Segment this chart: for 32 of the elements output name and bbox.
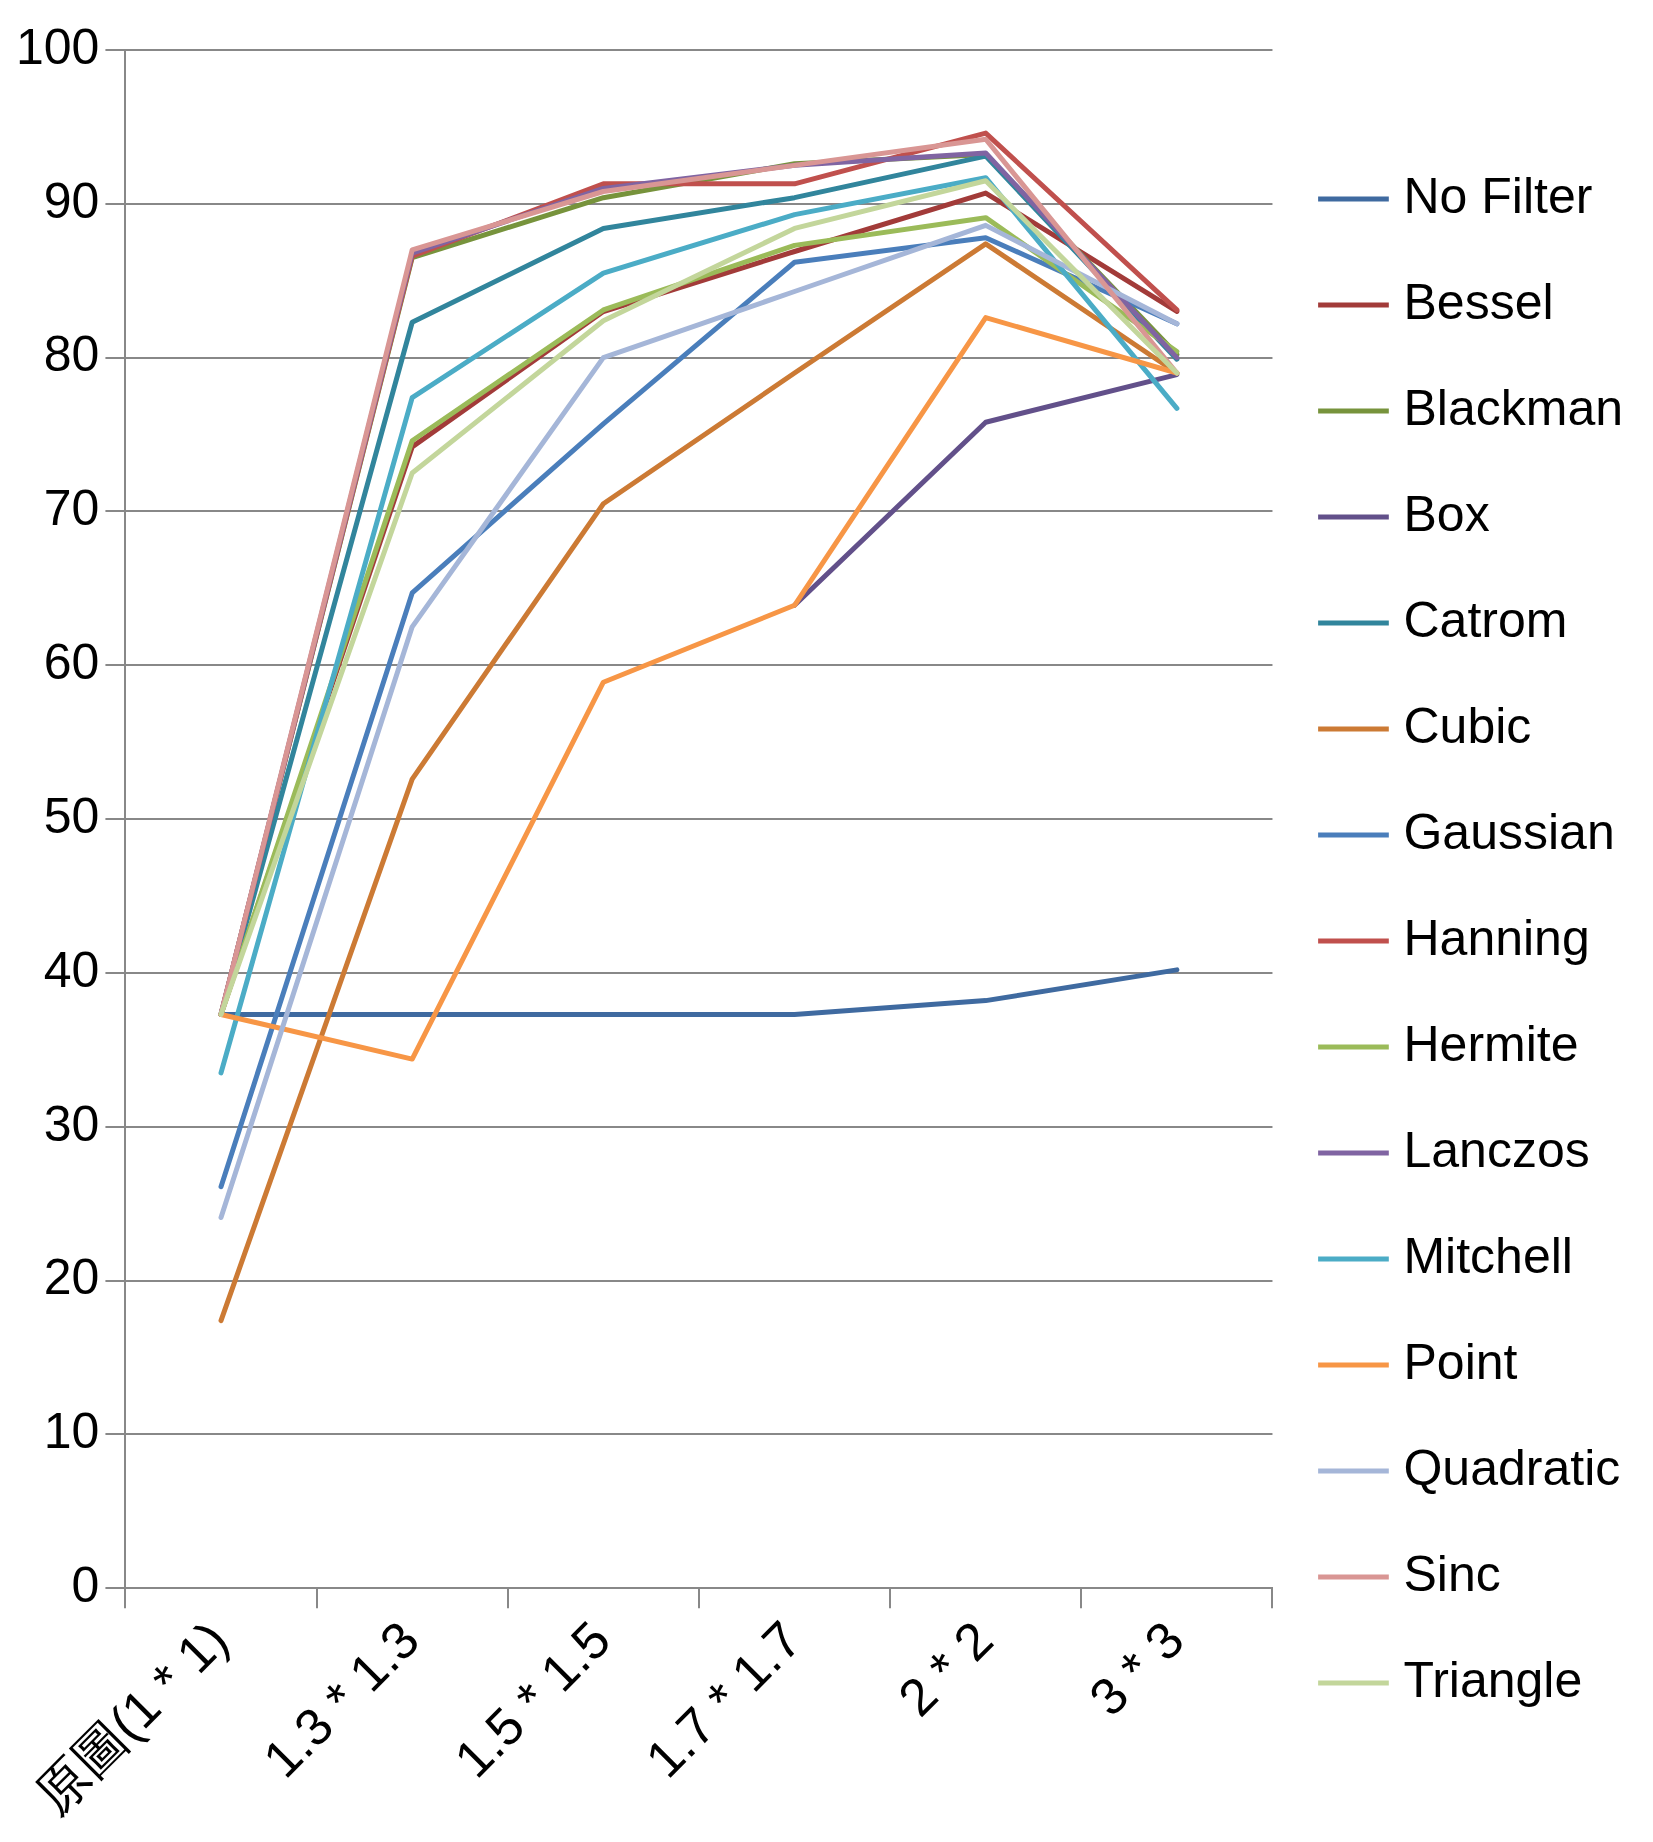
y-tick-label: 60 — [43, 634, 100, 691]
legend-label: No Filter — [1403, 167, 1593, 224]
x-tick-label: 原圖(1 * 1) — [24, 1610, 239, 1825]
x-tick-label: 1.7 * 1.7 — [634, 1610, 813, 1789]
legend-label: Box — [1403, 485, 1490, 542]
y-tick-label: 30 — [43, 1095, 100, 1152]
legend-label: Bessel — [1403, 273, 1554, 330]
legend-label: Mitchell — [1403, 1227, 1573, 1284]
y-tick-label: 0 — [71, 1556, 100, 1613]
legend-label: Lanczos — [1403, 1121, 1590, 1178]
legend-label: Quadratic — [1403, 1439, 1621, 1496]
legend-label: Point — [1403, 1333, 1518, 1390]
y-tick-label: 20 — [43, 1249, 100, 1306]
legend-label: Sinc — [1403, 1545, 1501, 1602]
legend-label: Hanning — [1403, 909, 1590, 966]
legend-label: Catrom — [1403, 591, 1568, 648]
y-tick-label: 90 — [43, 172, 100, 229]
x-tick-label: 1.5 * 1.5 — [443, 1610, 622, 1789]
y-tick-label: 100 — [15, 18, 100, 75]
x-tick-label: 1.3 * 1.3 — [252, 1610, 431, 1789]
legend-label: Gaussian — [1403, 803, 1615, 860]
x-tick-label: 3 * 3 — [1078, 1610, 1195, 1727]
y-tick-label: 80 — [43, 326, 100, 383]
y-tick-label: 10 — [43, 1403, 100, 1460]
y-tick-label: 40 — [43, 941, 100, 998]
legend-label: Cubic — [1403, 697, 1532, 754]
x-tick-label: 2 * 2 — [886, 1610, 1004, 1727]
legend-label: Triangle — [1403, 1651, 1583, 1708]
legend-label: Hermite — [1403, 1015, 1579, 1072]
legend-label: Blackman — [1403, 379, 1623, 436]
y-tick-label: 50 — [43, 787, 100, 844]
y-tick-label: 70 — [43, 480, 100, 537]
